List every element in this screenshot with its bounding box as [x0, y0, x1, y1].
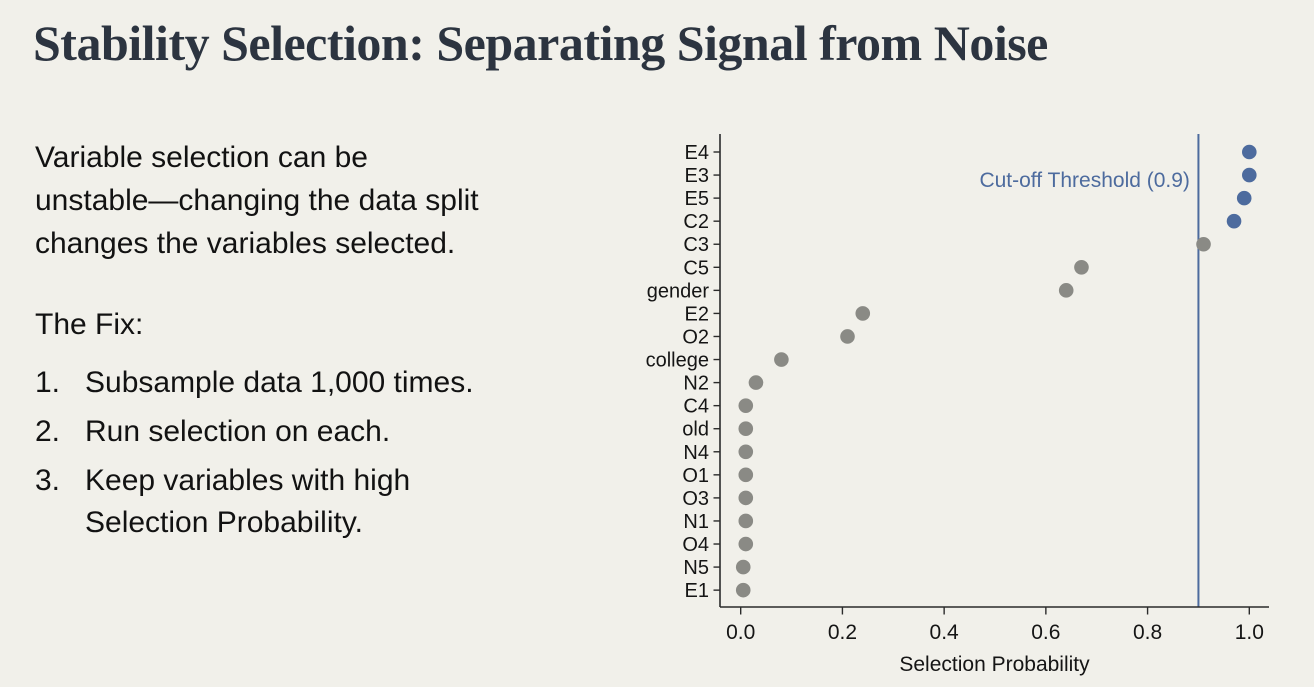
- step-text: Subsample data 1,000 times.: [85, 362, 474, 404]
- y-tick-label: old: [682, 419, 709, 441]
- step-text-line: Subsample data 1,000 times.: [85, 366, 474, 399]
- data-point: [738, 421, 754, 437]
- data-point: [840, 329, 855, 344]
- y-tick-label: C4: [683, 396, 709, 418]
- data-point: [738, 513, 754, 529]
- data-point: [1074, 260, 1089, 275]
- data-point: [1226, 213, 1242, 229]
- x-tick-label: 0.0: [726, 621, 755, 644]
- y-tick-label: N1: [683, 511, 709, 533]
- data-point: [748, 375, 764, 390]
- fix-heading: The Fix:: [35, 308, 144, 341]
- x-tick-label: 0.2: [828, 621, 857, 644]
- page-title: Stability Selection: Separating Signal f…: [33, 15, 1048, 71]
- intro-line: unstable—changing the data split: [35, 184, 479, 217]
- y-tick-label: E2: [685, 303, 709, 325]
- intro-paragraph: Variable selection can be unstable—changi…: [35, 136, 610, 265]
- data-point: [1236, 190, 1252, 206]
- data-point: [738, 398, 754, 413]
- data-point: [738, 490, 754, 506]
- y-tick-label: college: [646, 350, 709, 372]
- x-tick-label: 0.6: [1031, 621, 1060, 644]
- x-tick-label: 0.4: [930, 621, 960, 644]
- dot-plot-svg: Cut-off Threshold (0.9) E4E3E5C2C3C5gende…: [646, 134, 1269, 676]
- y-tick-label: C3: [683, 234, 709, 256]
- step-text: Run selection on each.: [85, 411, 390, 453]
- y-tick-label: C5: [683, 257, 709, 279]
- y-tick-label: O3: [682, 488, 709, 510]
- fix-step: 1. Subsample data 1,000 times.: [35, 362, 610, 404]
- y-tick-label: N5: [683, 557, 709, 579]
- x-tick-label: 0.8: [1133, 621, 1162, 644]
- intro-line: changes the variables selected.: [35, 227, 456, 260]
- y-tick-label: E1: [685, 580, 709, 602]
- data-point: [738, 444, 754, 460]
- fix-step: 3. Keep variables with high Selection Prob…: [35, 460, 610, 544]
- data-point: [855, 306, 871, 321]
- data-point: [738, 536, 754, 552]
- x-tick-label: 1.0: [1235, 621, 1264, 644]
- step-text-line: Keep variables with high: [85, 464, 411, 497]
- data-point: [1242, 167, 1257, 183]
- data-point: [738, 467, 754, 483]
- y-tick-label: O2: [682, 326, 709, 348]
- y-tick-label: O1: [682, 465, 709, 487]
- left-text-panel: Variable selection can be unstable—changi…: [35, 136, 610, 551]
- y-tick-label: C2: [683, 211, 709, 233]
- y-tick-label: N2: [683, 373, 709, 395]
- step-number: 3.: [35, 464, 61, 497]
- step-number: 2.: [35, 415, 61, 448]
- selection-probability-chart: Cut-off Threshold (0.9) E4 E3 E5 C2 C3 C5 gende…: [630, 118, 1314, 687]
- y-tick-label: E3: [685, 165, 709, 187]
- y-tick-label: E5: [685, 188, 709, 210]
- data-point: [1058, 283, 1074, 298]
- step-text-line: Selection Probability.: [85, 506, 363, 539]
- intro-line: Variable selection can be: [35, 141, 368, 174]
- x-axis-title: Selection Probability: [899, 653, 1090, 676]
- y-tick-label: O4: [682, 534, 709, 556]
- fix-steps-list: 1. Subsample data 1,000 times. 2. Run selec…: [35, 362, 610, 544]
- step-number: 1.: [35, 366, 61, 399]
- data-point: [774, 352, 789, 367]
- fix-step: 2. Run selection on each.: [35, 411, 610, 453]
- y-tick-label: E4: [685, 142, 709, 164]
- data-point: [735, 559, 751, 575]
- step-text: Keep variables with high Selection Probab…: [85, 460, 410, 544]
- data-point: [735, 582, 751, 598]
- threshold-label: Cut-off Threshold (0.9): [979, 169, 1189, 192]
- y-tick-label: gender: [647, 280, 710, 302]
- y-tick-label: N4: [683, 442, 709, 464]
- data-point: [1242, 144, 1257, 160]
- step-text-line: Run selection on each.: [85, 415, 391, 448]
- data-point: [1196, 236, 1211, 252]
